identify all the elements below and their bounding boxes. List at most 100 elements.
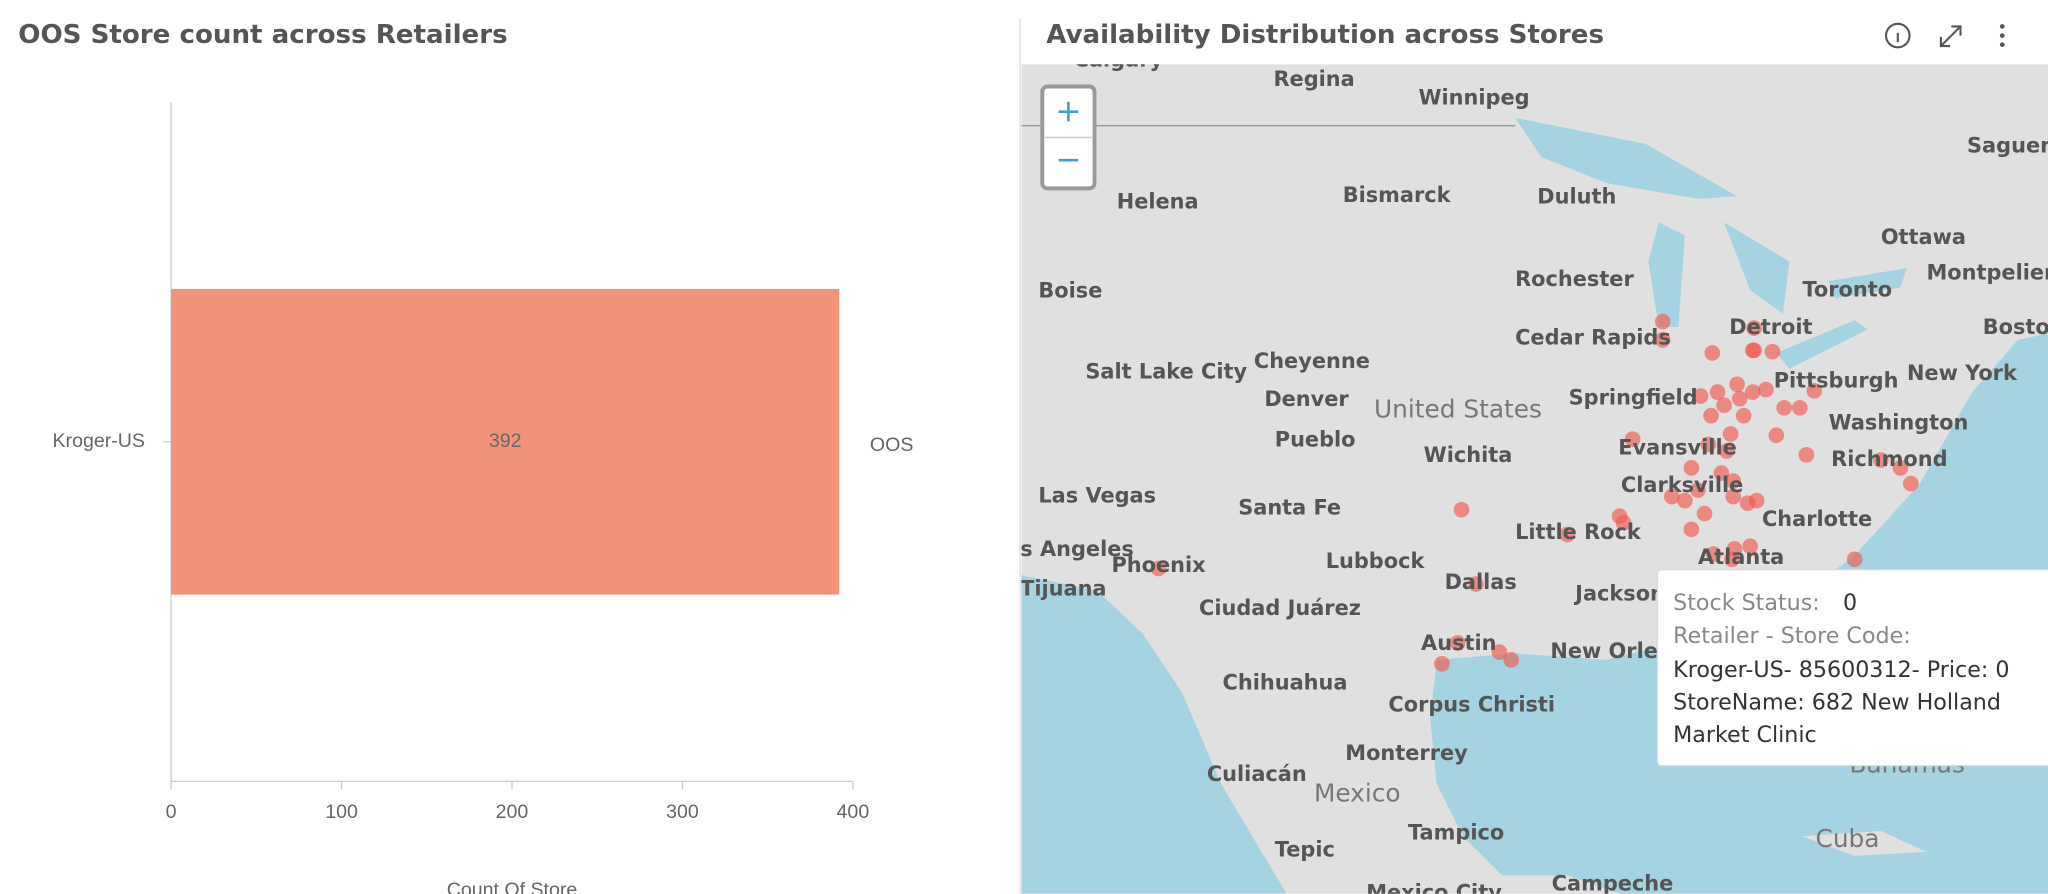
store-marker[interactable]	[1491, 644, 1508, 660]
place-labels: Calgary Regina Winnipeg Saguenay Helena Bisma…	[993, 64, 2048, 894]
tooltip-line: Kroger-US- 85600312- Price: 0	[1673, 657, 2009, 683]
store-marker[interactable]	[1768, 427, 1785, 444]
store-marker[interactable]	[1713, 465, 1730, 481]
info-icon[interactable]	[1884, 22, 1911, 49]
store-marker[interactable]	[1692, 388, 1709, 404]
store-marker[interactable]	[1434, 655, 1450, 672]
store-marker[interactable]	[1683, 521, 1700, 538]
store-marker[interactable]	[1449, 635, 1466, 651]
store-marker[interactable]	[1654, 313, 1671, 330]
store-marker[interactable]	[1700, 436, 1717, 453]
store-marker[interactable]	[1468, 576, 1484, 592]
place-label: Tijuana	[1020, 576, 1106, 600]
store-marker[interactable]	[1776, 399, 1792, 416]
store-marker[interactable]	[1696, 505, 1713, 522]
store-marker[interactable]	[1758, 381, 1774, 398]
store-marker[interactable]	[1798, 447, 1815, 463]
store-marker[interactable]	[1677, 492, 1693, 509]
place-label: Cheyenne	[1254, 349, 1370, 373]
store-marker[interactable]	[1705, 546, 1722, 562]
place-label: Jackson	[1573, 582, 1665, 606]
store-marker[interactable]	[1731, 390, 1748, 407]
store-marker[interactable]	[1150, 560, 1167, 577]
store-marker[interactable]	[1742, 538, 1759, 555]
zoom-out[interactable]: −	[1055, 142, 1081, 178]
place-label: Corpus Christi	[1388, 693, 1555, 717]
panel-icons[interactable]	[1884, 22, 2005, 49]
place-label: Chihuahua	[1223, 670, 1348, 694]
store-marker[interactable]	[1746, 320, 1762, 336]
place-label: Clarksville	[1621, 473, 1743, 497]
place-label: Ciudad Juárez	[1199, 596, 1361, 620]
x-tick-label: 300	[666, 801, 699, 823]
place-label: Dallas	[1445, 570, 1517, 594]
store-marker[interactable]	[1744, 342, 1761, 359]
x-tick-label: 200	[496, 801, 529, 823]
tooltip: Stock Status: 0 Retailer - Store Code: K…	[1656, 569, 2048, 767]
store-marker[interactable]	[1703, 407, 1719, 424]
store-markers[interactable]	[1150, 313, 1919, 672]
place-label: Tampico	[1408, 821, 1504, 845]
x-tick-label: 400	[837, 801, 870, 823]
data-label: 392	[489, 430, 522, 452]
place-label: Boston	[1983, 315, 2048, 339]
store-marker[interactable]	[1503, 652, 1520, 668]
store-marker[interactable]	[1722, 426, 1739, 442]
place-label: Atlanta	[1698, 545, 1784, 569]
store-marker[interactable]	[1735, 407, 1752, 424]
place-label: Los Angeles	[993, 537, 1134, 561]
place-label: Wichita	[1424, 443, 1513, 467]
chart-title: OOS Store count across Retailers	[18, 20, 507, 50]
store-marker[interactable]	[1725, 473, 1742, 489]
store-marker[interactable]	[1903, 475, 1919, 492]
place-label: Winnipeg	[1418, 85, 1529, 109]
island	[1802, 831, 1927, 856]
place-label: Austin	[1421, 631, 1496, 655]
x-tick-label: 100	[325, 801, 358, 823]
store-marker[interactable]	[1559, 526, 1576, 543]
place-label: Mexico City	[1366, 881, 1502, 894]
store-marker[interactable]	[1806, 383, 1823, 399]
store-marker[interactable]	[1846, 551, 1863, 568]
place-label: Campeche	[1552, 872, 1674, 894]
store-marker[interactable]	[1453, 501, 1470, 518]
place-label: Helena	[1117, 190, 1199, 214]
store-marker[interactable]	[1764, 343, 1781, 360]
store-marker[interactable]	[1892, 460, 1909, 476]
store-marker[interactable]	[1729, 376, 1745, 393]
store-marker[interactable]	[1718, 443, 1735, 459]
place-label: Springfield	[1569, 386, 1698, 410]
store-marker[interactable]	[1872, 452, 1889, 468]
store-marker[interactable]	[1744, 384, 1761, 400]
store-marker[interactable]	[1748, 492, 1765, 509]
map[interactable]: Calgary Regina Winnipeg Saguenay Helena Bisma…	[993, 47, 2048, 894]
place-label: Charlotte	[1762, 507, 1872, 531]
place-label: Richmond	[1831, 447, 1947, 471]
store-marker[interactable]	[1664, 488, 1680, 505]
tooltip-key: Retailer - Store Code:	[1673, 623, 1911, 649]
store-marker[interactable]	[1624, 431, 1641, 447]
store-marker[interactable]	[1792, 399, 1808, 416]
store-marker[interactable]	[1724, 551, 1740, 568]
store-marker[interactable]	[1704, 345, 1721, 361]
place-label: Regina	[1273, 67, 1354, 91]
place-label: Tepic	[1275, 838, 1335, 862]
zoom-control[interactable]: + −	[1040, 84, 1097, 191]
store-marker[interactable]	[1725, 488, 1742, 505]
place-label: Saguenay	[1967, 134, 2048, 158]
store-marker[interactable]	[1654, 332, 1671, 348]
expand-icon[interactable]	[1939, 25, 1962, 48]
place-label: Mexico	[1314, 778, 1401, 807]
tooltip-key: Stock Status:	[1673, 590, 1820, 616]
store-marker[interactable]	[1716, 397, 1732, 414]
store-marker[interactable]	[1683, 460, 1700, 476]
menu-icon[interactable]	[1999, 24, 2005, 48]
store-marker[interactable]	[1709, 384, 1726, 400]
store-marker[interactable]	[1611, 508, 1628, 525]
place-label: New York	[1907, 361, 2018, 385]
bar	[171, 288, 840, 595]
zoom-in[interactable]: +	[1055, 94, 1081, 130]
store-marker[interactable]	[1690, 482, 1706, 498]
place-label: Monterrey	[1345, 741, 1468, 765]
